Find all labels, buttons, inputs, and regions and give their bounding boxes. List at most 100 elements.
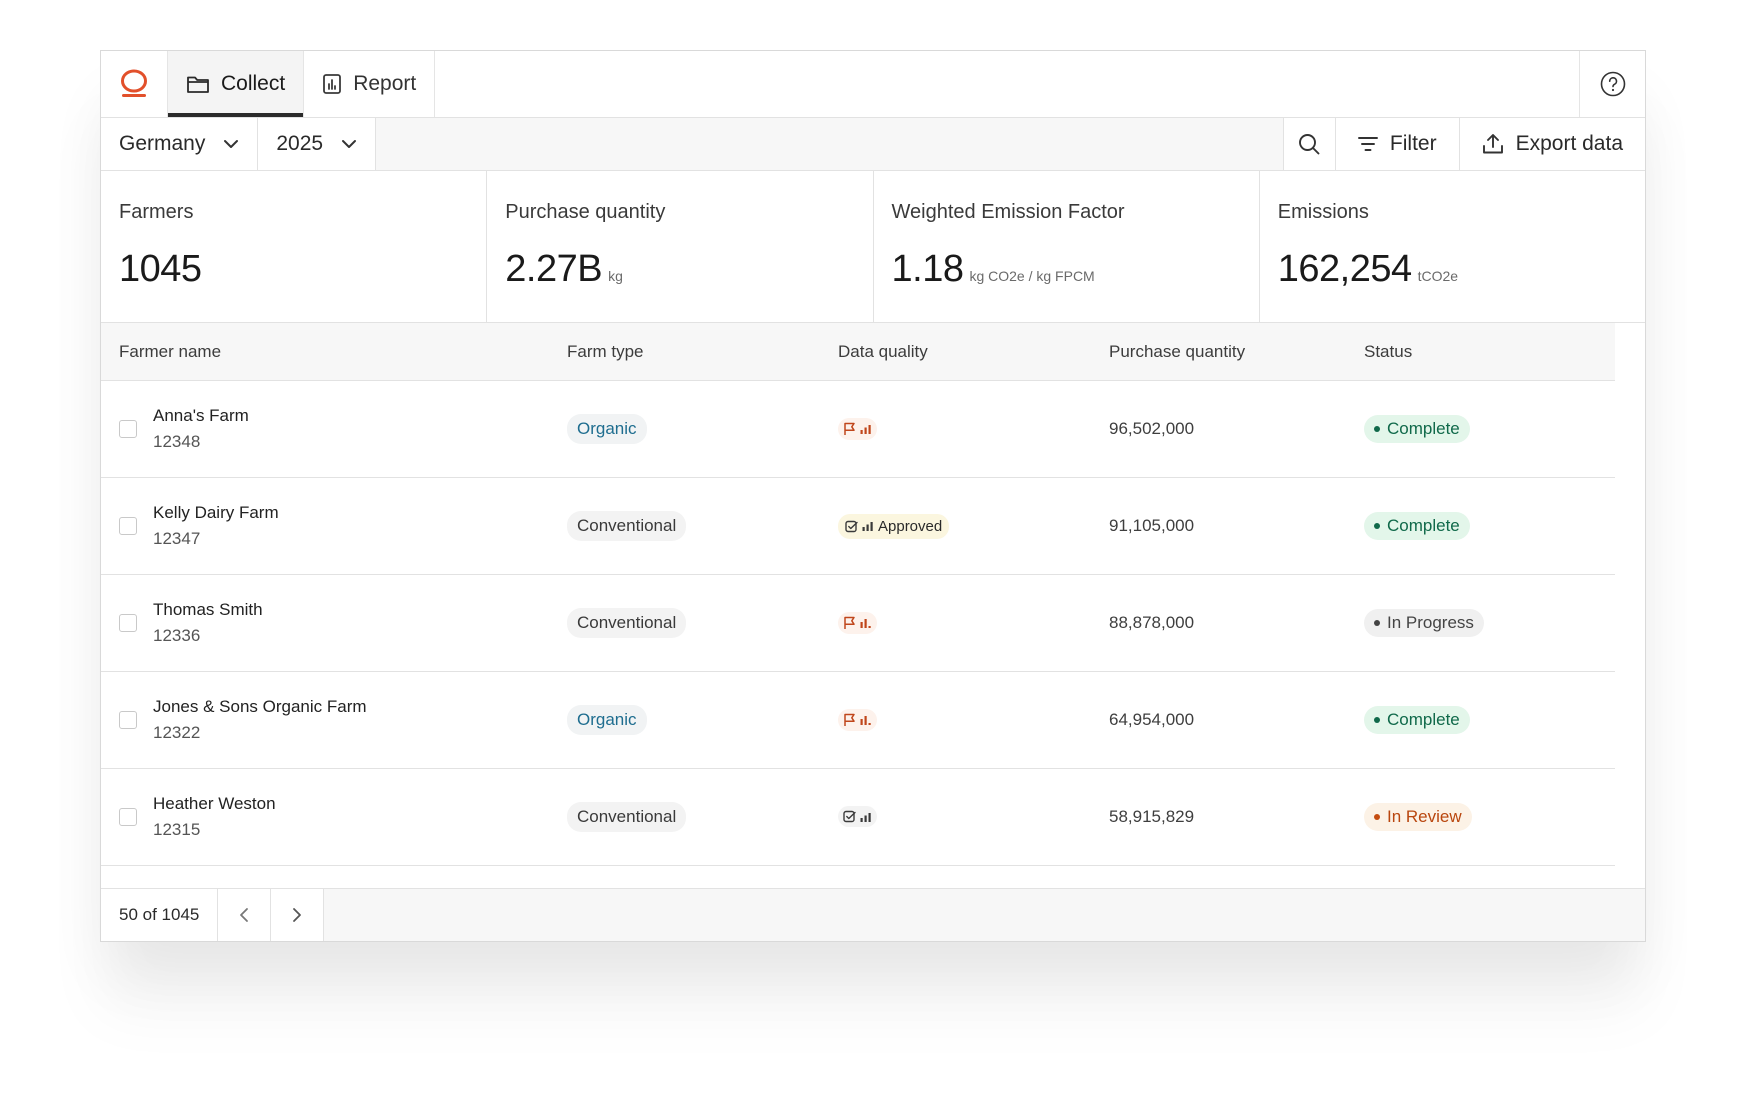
table-row[interactable]: Anna's Farm 12348 Organic: [101, 381, 1615, 478]
filter-label: Filter: [1389, 132, 1437, 155]
farmer-cell: Heather Weston 12315: [101, 794, 567, 840]
farmer-id: 12322: [153, 723, 201, 742]
summary-stats: Farmers 1045 Purchase quantity 2.27B kg …: [101, 171, 1645, 323]
stat-value-row: 1.18 kg CO2e / kg FPCM: [892, 248, 1241, 291]
table-row[interactable]: Kelly Dairy Farm 12347 Conventional: [101, 478, 1615, 575]
farmer-name[interactable]: Anna's Farm: [153, 406, 249, 425]
status-label: In Progress: [1387, 613, 1474, 632]
data-quality-cell: [838, 806, 1109, 828]
status-label: Complete: [1387, 419, 1460, 438]
data-quality-badge[interactable]: [838, 806, 877, 827]
export-data-button[interactable]: Export data: [1458, 118, 1645, 170]
stat-label: Purchase quantity: [505, 201, 666, 223]
signal-bars-low-icon: [860, 715, 871, 725]
signal-bars-low-icon: [860, 618, 871, 628]
stat-value: 162,254: [1277, 248, 1412, 290]
checkbox-checked-icon: [845, 520, 858, 532]
tab-report[interactable]: Report: [303, 51, 436, 117]
farmer-name[interactable]: Kelly Dairy Farm: [153, 503, 279, 522]
upload-icon: [1482, 134, 1503, 154]
data-quality-badge[interactable]: [838, 417, 877, 440]
data-quality-badge[interactable]: [838, 611, 877, 634]
farmer-id: 12336: [153, 626, 201, 645]
app-window: Collect Report Germany 2025: [100, 50, 1646, 942]
farm-type-cell: Organic: [567, 705, 838, 735]
tab-collect-label: Collect: [221, 72, 286, 95]
data-quality-badge[interactable]: Approved: [838, 513, 950, 539]
stat-value: 2.27B: [505, 248, 603, 290]
next-page-button[interactable]: [271, 889, 325, 941]
stat-value: 1045: [119, 248, 202, 290]
column-header-farm-type[interactable]: Farm type: [567, 341, 644, 361]
table-row[interactable]: Jones & Sons Organic Farm 12322 Organic: [101, 672, 1615, 769]
purchase-quantity: 91,105,000: [1109, 516, 1195, 535]
farm-type-badge: Conventional: [567, 608, 687, 638]
stat-value: 1.18: [891, 248, 964, 290]
farm-type-badge: Conventional: [567, 511, 687, 541]
farmer-name[interactable]: Heather Weston: [153, 794, 276, 813]
row-checkbox[interactable]: [119, 420, 137, 438]
filter-button[interactable]: Filter: [1334, 118, 1459, 170]
farmer-id: 12315: [153, 820, 201, 839]
brand-logo[interactable]: [101, 51, 167, 117]
data-quality-label: Approved: [878, 517, 943, 535]
purchase-quantity: 64,954,000: [1109, 710, 1195, 729]
column-header-data-quality[interactable]: Data quality: [838, 341, 928, 361]
farm-type-cell: Conventional: [567, 802, 838, 832]
data-quality-cell: Approved: [838, 513, 1109, 539]
status-badge: Complete: [1364, 512, 1470, 540]
folder-icon: [187, 76, 209, 93]
row-checkbox[interactable]: [119, 614, 137, 632]
help-button[interactable]: [1579, 51, 1645, 117]
farmer-info: Anna's Farm 12348: [153, 406, 249, 452]
farmer-name[interactable]: Jones & Sons Organic Farm: [153, 697, 367, 716]
stat-unit: kg CO2e / kg FPCM: [969, 268, 1095, 284]
row-checkbox[interactable]: [119, 711, 137, 729]
flag-icon: [844, 616, 855, 629]
status-label: In Review: [1387, 807, 1462, 826]
farm-type-badge: Organic: [567, 414, 647, 444]
farmer-name[interactable]: Thomas Smith: [153, 600, 263, 619]
status-dot: [1374, 523, 1380, 529]
status-badge: Complete: [1364, 415, 1470, 443]
status-dot: [1374, 426, 1380, 432]
stat-label: Farmers: [119, 201, 194, 223]
tab-collect[interactable]: Collect: [167, 51, 304, 117]
status-badge: In Progress: [1364, 609, 1484, 637]
row-checkbox[interactable]: [119, 517, 137, 535]
search-button[interactable]: [1282, 118, 1335, 170]
signal-bars-icon: [860, 812, 871, 822]
stat-value-row: 2.27B kg: [505, 248, 854, 291]
export-label: Export data: [1515, 132, 1623, 155]
column-header-purchase-quantity[interactable]: Purchase quantity: [1109, 341, 1246, 361]
status-label: Complete: [1387, 710, 1460, 729]
year-value: 2025: [276, 132, 324, 155]
farmers-table: Farmer name Farm type Data quality Purch…: [101, 323, 1615, 866]
status-dot: [1374, 717, 1380, 723]
purchase-quantity: 58,915,829: [1109, 807, 1195, 826]
stat-label: Emissions: [1277, 201, 1369, 223]
farmer-cell: Jones & Sons Organic Farm 12322: [101, 697, 567, 743]
country-dropdown[interactable]: Germany: [101, 118, 259, 170]
row-checkbox[interactable]: [119, 808, 137, 826]
status-badge: Complete: [1364, 706, 1470, 734]
data-quality-badge[interactable]: [838, 708, 877, 731]
country-value: Germany: [119, 132, 206, 155]
page-count: 50 of 1045: [101, 889, 219, 941]
table-row[interactable]: Thomas Smith 12336 Conventional: [101, 575, 1615, 672]
year-dropdown[interactable]: 2025: [258, 118, 377, 170]
search-icon: [1299, 134, 1320, 155]
data-quality-cell: [838, 708, 1109, 732]
report-chart-icon: [323, 74, 342, 94]
previous-page-button[interactable]: [218, 889, 272, 941]
chevron-right-icon: [293, 908, 302, 922]
status-badge: In Review: [1364, 803, 1472, 831]
stat-emissions: Emissions 162,254 tCO2e: [1260, 171, 1645, 322]
checkbox-checked-icon: [843, 810, 856, 823]
stat-purchase-quantity: Purchase quantity 2.27B kg: [487, 171, 874, 322]
help-circle-icon: [1600, 71, 1625, 97]
column-header-farmer-name[interactable]: Farmer name: [119, 341, 222, 361]
table-row[interactable]: Heather Weston 12315 Conventional: [101, 769, 1615, 866]
column-header-status[interactable]: Status: [1364, 341, 1413, 361]
toolbar-spacer: [376, 118, 1283, 170]
